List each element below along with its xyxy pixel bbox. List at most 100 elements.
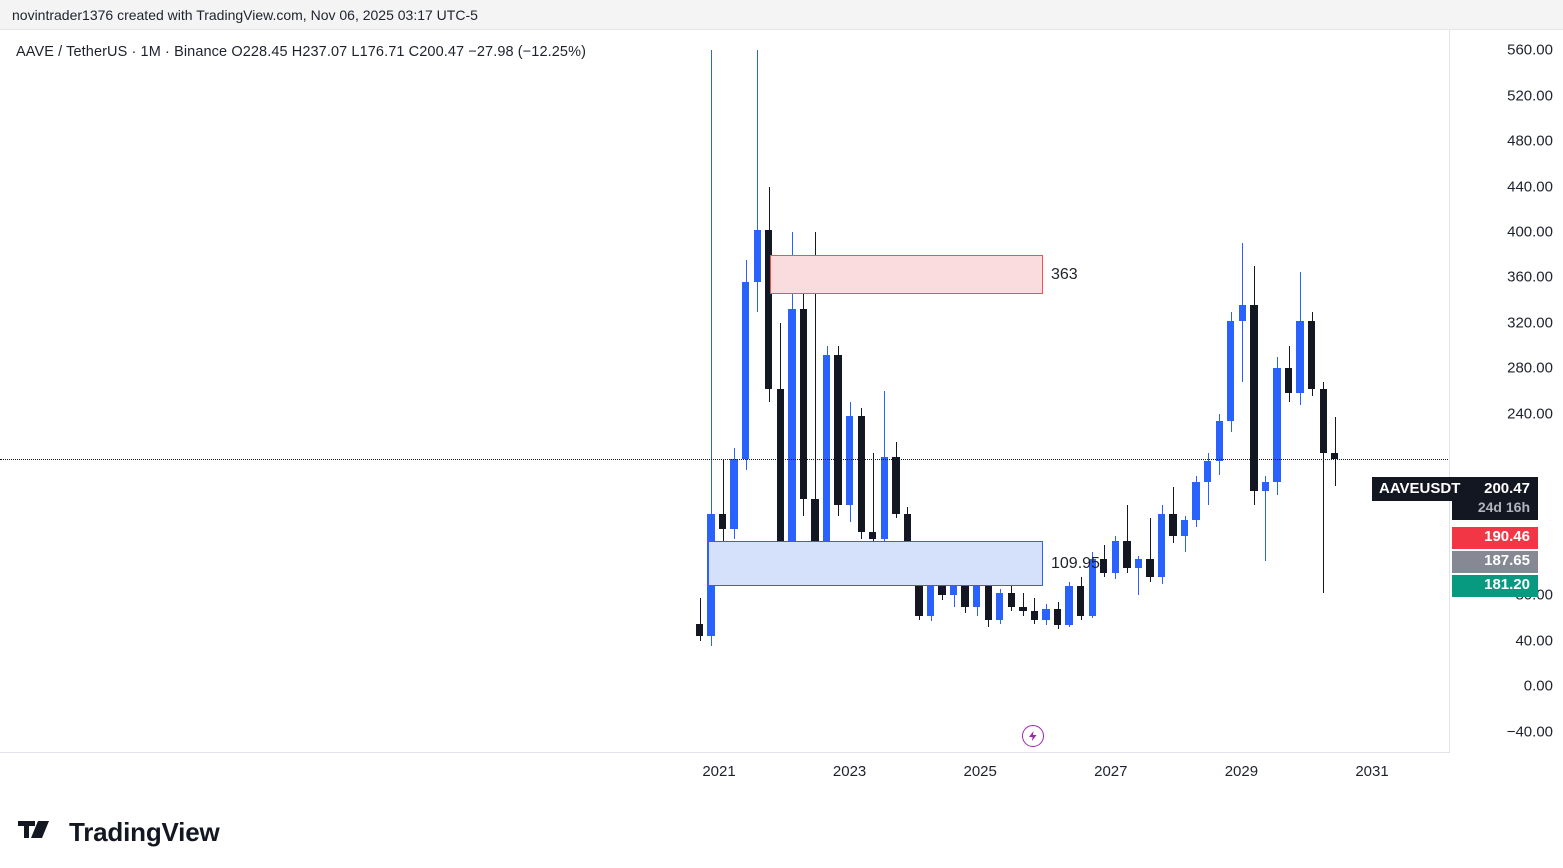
candle-body [903,513,912,562]
candle-body [1204,461,1212,482]
bid-badge: 181.20 [1452,575,1538,597]
tradingview-logo: TradingView [18,816,220,848]
candle-body [1019,606,1027,612]
candle-body [926,572,935,616]
footer-bar: TradingView [0,796,1563,868]
candle-body [845,415,854,505]
candle-body [984,568,992,621]
candle-body [1180,520,1189,537]
candle-body [1307,320,1316,389]
candle-body [799,309,808,499]
candle-body [695,623,704,637]
candle-body [915,561,923,616]
candle-wick [711,50,712,647]
candle-body [892,456,900,514]
candle-wick [1138,555,1139,596]
candle-body [730,459,738,530]
candle-body [834,354,842,505]
candle-body [788,309,796,548]
bid-value: 181.20 [1484,576,1530,593]
price-tick: 40.00 [1515,632,1553,650]
last-price-value: 200.47 [1484,480,1530,497]
candle-wick [1023,593,1024,616]
candle-wick [1034,597,1035,624]
price-tick: 0.00 [1523,677,1553,695]
candle-wick [1150,518,1151,582]
candle-body [1134,559,1143,569]
price-tick: −40.00 [1506,723,1553,741]
support-zone[interactable] [708,540,1043,587]
chart-legend[interactable]: AAVE / TetherUS · 1M · Binance O228.45 H… [16,44,587,60]
candle-body [1169,513,1177,537]
price-tick: 240.00 [1507,405,1553,423]
candle-body [1042,608,1050,621]
last-price-dotted-line [0,458,1449,460]
candle-body [1273,368,1281,482]
price-scale[interactable]: 560.00 520.00 480.00 440.00 400.00 360.00 320.… [1450,30,1563,752]
mid-value: 187.65 [1484,552,1530,569]
candle-body [869,531,877,539]
candle-body [822,354,831,573]
candle-wick [700,597,701,641]
lightning-bolt-icon[interactable] [1022,725,1044,747]
attribution-bar: novintrader1376 created with TradingView… [0,0,1563,30]
candle-body [1053,608,1062,625]
candle-body [811,498,819,573]
candle-body [1284,368,1293,394]
support-zone-label: 109.95 [1051,554,1100,572]
candle-body [1030,611,1039,621]
time-tick: 2021 [702,763,736,780]
resistance-zone[interactable] [770,254,1043,295]
candle-body [1076,586,1085,616]
candle-body [961,581,969,607]
candle-body [765,229,773,389]
candle-wick [1265,476,1266,562]
mid-badge: 187.65 [1452,551,1538,573]
candle-body [1215,420,1223,462]
candle-body [1238,304,1247,321]
candle-body [973,568,981,607]
price-tick: 520.00 [1507,87,1553,105]
candle-body [742,282,750,460]
price-tick: 360.00 [1507,268,1553,286]
candle-body [1146,559,1154,578]
chart-plot-area[interactable]: AAVE / TetherUS · 1M · Binance O228.45 H… [0,30,1450,752]
time-tick: 2031 [1355,763,1389,780]
time-scale[interactable]: 2021 2023 2025 2027 2029 2031 [0,752,1450,796]
price-tick: 280.00 [1507,359,1553,377]
candle-body [857,415,865,532]
price-tick: 560.00 [1507,41,1553,59]
candle-wick [1127,504,1128,573]
time-tick: 2023 [832,763,867,780]
price-tick: 440.00 [1507,178,1553,196]
candle-body [718,513,727,530]
candle-wick [723,459,724,550]
candle-body [753,229,761,283]
attribution-text: novintrader1376 created with TradingView… [12,6,478,23]
candle-body [1331,453,1339,460]
candle-body [1123,540,1131,569]
tradingview-mark-icon [18,821,49,838]
price-tick: 480.00 [1507,132,1553,150]
candle-body [1250,304,1258,491]
countdown-label: 24d 16h [1477,498,1530,515]
candle-body [1100,559,1108,573]
tradingview-wordmark: TradingView [69,816,220,847]
time-tick: 2025 [963,763,997,780]
candle-body [1261,481,1270,491]
candle-body [1088,559,1096,616]
candle-wick [815,232,816,582]
candle-body [776,388,785,548]
candle-body [1192,481,1200,521]
candle-wick [757,50,758,312]
candle-body [1157,513,1166,578]
candle-body [1007,593,1016,607]
ask-badge: 190.46 [1452,527,1538,549]
ask-value: 190.46 [1484,528,1530,545]
candle-wick [873,453,874,541]
candle-body [1319,388,1327,454]
price-tick: 400.00 [1507,223,1553,241]
resistance-zone-label: 363 [1051,265,1078,283]
time-tick: 2029 [1224,763,1259,780]
